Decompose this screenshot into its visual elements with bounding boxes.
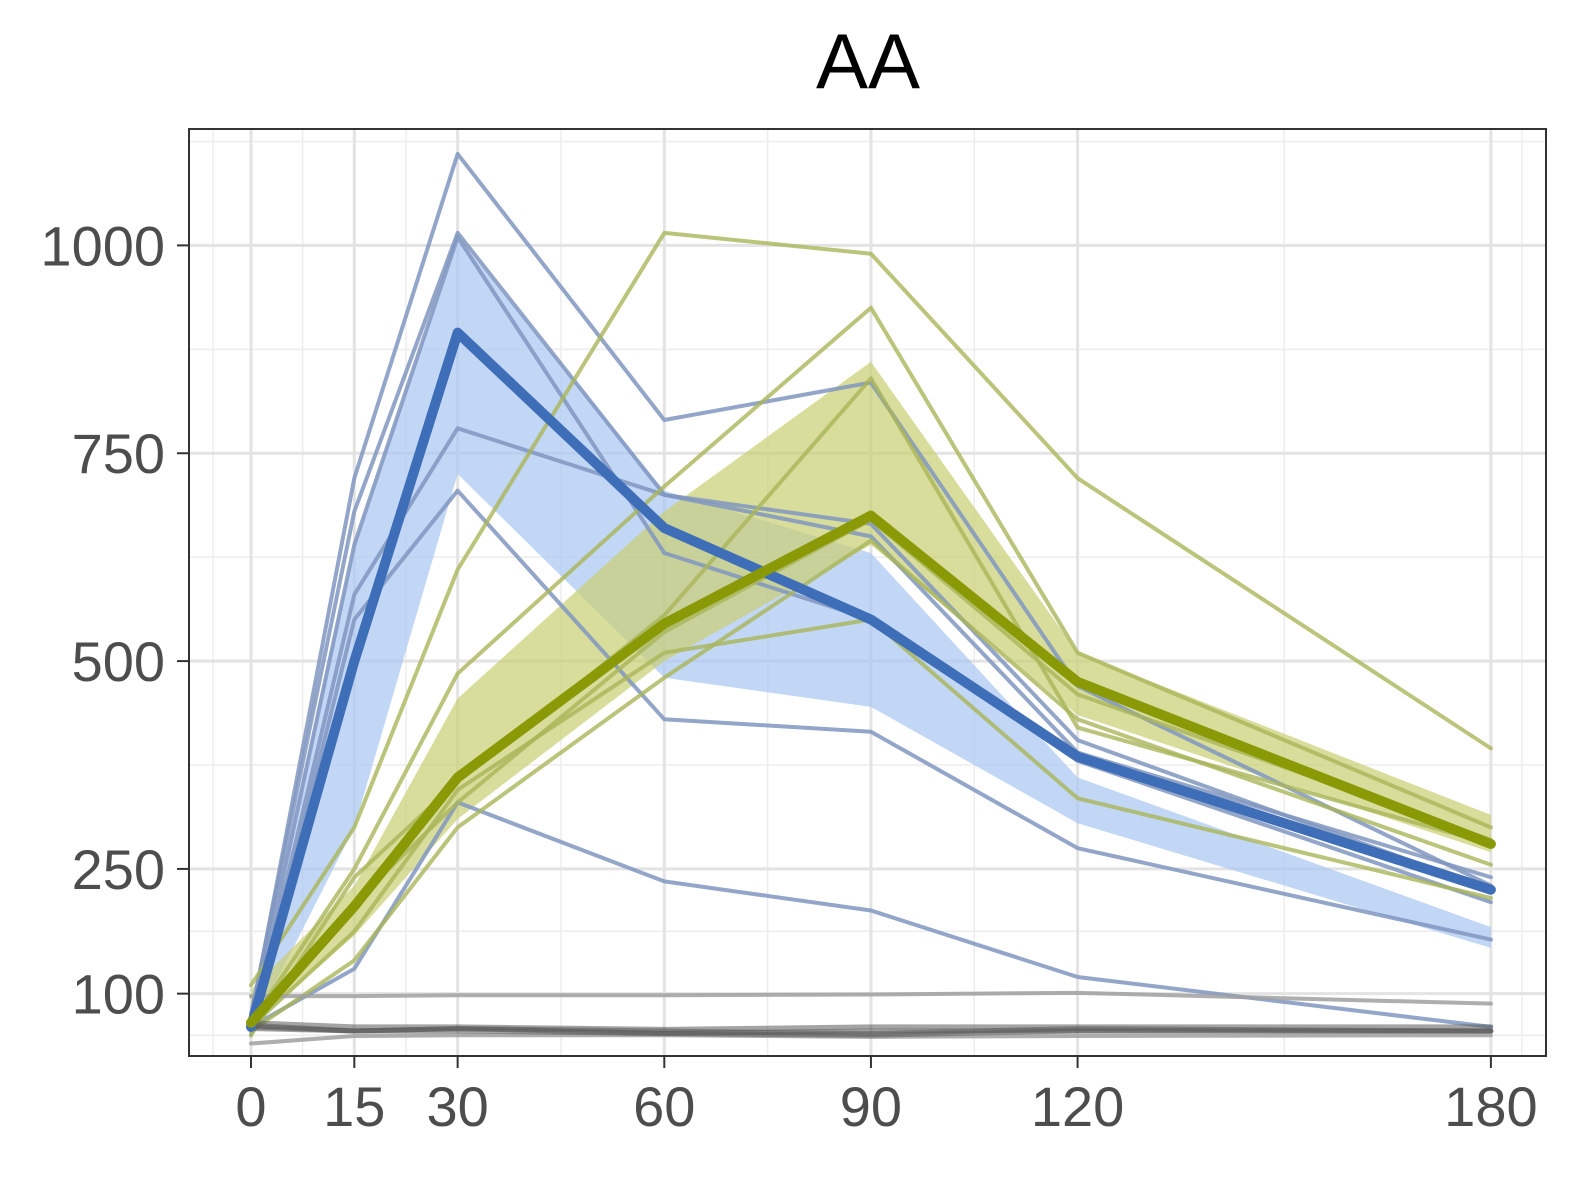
x-tick-label: 0 [235,1075,266,1138]
blue-thin-series-line [248,488,1493,1038]
olive-confidence-band [250,361,1491,1027]
dark-gray-series-line [248,1022,1494,1037]
olive-series-line [245,510,1496,1028]
chart-title: AA [816,17,920,105]
olive-thin-series-line [248,376,1493,1038]
olive-thin-series-line [248,538,1493,1034]
y-tick-label: 750 [72,422,165,485]
olive-thin-series-line [248,305,1493,1025]
x-tick-label: 120 [1031,1075,1124,1138]
x-tick-label: 60 [633,1075,695,1138]
blue-thin-series-line [248,800,1493,1029]
y-tick-label: 500 [72,630,165,693]
olive-thin-series-line [248,617,1493,1029]
y-axis: 100 250 500 750 1000 [40,214,189,1026]
x-tick-label: 15 [323,1075,385,1138]
x-axis: 0 15 30 60 90 120 180 [235,1056,1538,1138]
dark-gray-series-line [248,1020,1494,1032]
x-tick-label: 90 [840,1075,902,1138]
gray-thin-series-line [248,990,1493,1006]
olive-thin-series-line [248,230,1493,988]
plot-border [188,128,1547,1057]
y-tick-label: 100 [72,963,165,1026]
y-tick-label: 1000 [40,214,165,277]
x-tick-label: 180 [1444,1075,1537,1138]
series-lines [245,151,1496,1046]
x-tick-label: 30 [426,1075,488,1138]
y-tick-label: 250 [72,838,165,901]
blue-series-line [245,327,1496,1032]
